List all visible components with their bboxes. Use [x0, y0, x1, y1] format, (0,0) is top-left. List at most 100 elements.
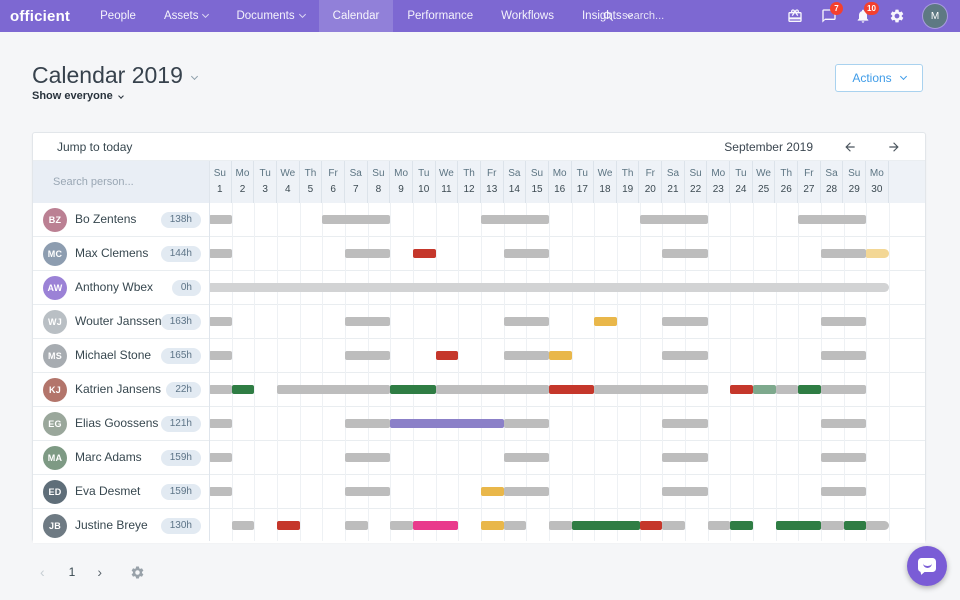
event-bar-gold[interactable]	[481, 521, 504, 530]
user-avatar[interactable]: M	[923, 4, 947, 28]
event-bar-red[interactable]	[413, 249, 436, 258]
event-bar-palegold[interactable]	[866, 249, 889, 258]
global-search[interactable]	[602, 0, 732, 32]
person-row[interactable]: ED Eva Desmet 159h	[33, 475, 925, 509]
event-bar-gray[interactable]	[209, 419, 232, 428]
event-bar-gray[interactable]	[503, 317, 549, 326]
event-bar-gray[interactable]	[662, 317, 708, 326]
event-bar-green[interactable]	[730, 521, 753, 530]
schedule-track[interactable]	[209, 271, 889, 304]
event-bar-lightgray[interactable]	[209, 283, 889, 292]
actions-button[interactable]: Actions	[835, 64, 923, 92]
event-bar-gray[interactable]	[503, 351, 549, 360]
schedule-track[interactable]	[209, 441, 889, 474]
event-bar-gray[interactable]	[345, 317, 391, 326]
event-bar-gray[interactable]	[866, 521, 889, 530]
nav-item-people[interactable]: People	[86, 0, 150, 32]
next-month-button[interactable]	[887, 140, 901, 154]
event-bar-gray[interactable]	[209, 453, 232, 462]
next-page-button[interactable]: ›	[97, 564, 103, 580]
event-bar-red[interactable]	[435, 351, 459, 360]
event-bar-gray[interactable]	[435, 385, 549, 394]
messages-button[interactable]: 7	[821, 2, 843, 24]
event-bar-gray[interactable]	[503, 521, 527, 530]
event-bar-gray[interactable]	[798, 215, 867, 224]
event-bar-gray[interactable]	[209, 317, 232, 326]
event-bar-purple[interactable]	[390, 419, 504, 428]
event-bar-gray[interactable]	[277, 385, 391, 394]
chat-launcher-button[interactable]	[907, 546, 947, 586]
event-bar-gray[interactable]	[345, 453, 391, 462]
person-row[interactable]: MA Marc Adams 159h	[33, 441, 925, 475]
event-bar-gray[interactable]	[503, 453, 549, 462]
event-bar-gray[interactable]	[345, 521, 368, 530]
event-bar-gray[interactable]	[390, 521, 413, 530]
person-row[interactable]: MC Max Clemens 144h	[33, 237, 925, 271]
event-bar-gray[interactable]	[821, 249, 867, 258]
event-bar-gray[interactable]	[662, 351, 708, 360]
prev-month-button[interactable]	[843, 140, 857, 154]
event-bar-red[interactable]	[277, 521, 300, 530]
global-search-input[interactable]	[622, 10, 732, 22]
event-bar-green[interactable]	[843, 521, 867, 530]
event-bar-gray[interactable]	[662, 419, 708, 428]
pagination-settings-button[interactable]	[130, 565, 145, 580]
settings-button[interactable]	[889, 8, 905, 24]
event-bar-gray[interactable]	[209, 249, 232, 258]
event-bar-red[interactable]	[639, 521, 663, 530]
person-search[interactable]	[33, 161, 209, 203]
jump-to-today-link[interactable]: Jump to today	[57, 139, 133, 154]
event-bar-gray[interactable]	[821, 487, 867, 496]
nav-item-performance[interactable]: Performance	[393, 0, 487, 32]
app-logo[interactable]: officient	[10, 7, 71, 25]
event-bar-gray[interactable]	[549, 521, 572, 530]
event-bar-green[interactable]	[798, 385, 821, 394]
person-row[interactable]: MS Michael Stone 165h	[33, 339, 925, 373]
event-bar-gray[interactable]	[231, 521, 255, 530]
person-row[interactable]: WJ Wouter Janssens 163h	[33, 305, 925, 339]
schedule-track[interactable]	[209, 475, 889, 508]
event-bar-gray[interactable]	[345, 487, 391, 496]
event-bar-gray[interactable]	[821, 521, 844, 530]
event-bar-gold[interactable]	[594, 317, 617, 326]
nav-item-workflows[interactable]: Workflows	[487, 0, 568, 32]
schedule-track[interactable]	[209, 237, 889, 270]
nav-item-assets[interactable]: Assets	[150, 0, 223, 32]
event-bar-gray[interactable]	[481, 215, 549, 224]
schedule-track[interactable]	[209, 339, 889, 372]
person-row[interactable]: AW Anthony Wbex 0h	[33, 271, 925, 305]
gift-button[interactable]	[787, 8, 803, 24]
nav-item-documents[interactable]: Documents	[222, 0, 318, 32]
event-bar-gray[interactable]	[322, 215, 391, 224]
page-number[interactable]: 1	[68, 565, 76, 579]
event-bar-red[interactable]	[549, 385, 595, 394]
event-bar-gray[interactable]	[662, 453, 708, 462]
schedule-track[interactable]	[209, 407, 889, 440]
event-bar-gray[interactable]	[821, 419, 867, 428]
person-row[interactable]: KJ Katrien Jansens 22h	[33, 373, 925, 407]
event-bar-green[interactable]	[571, 521, 640, 530]
event-bar-red[interactable]	[730, 385, 753, 394]
event-bar-green[interactable]	[231, 385, 255, 394]
event-bar-gold[interactable]	[481, 487, 504, 496]
event-bar-gold[interactable]	[549, 351, 572, 360]
event-bar-gray[interactable]	[821, 453, 867, 462]
person-row[interactable]: JB Justine Breye 130h	[33, 509, 925, 543]
show-everyone-filter[interactable]: Show everyone	[32, 90, 124, 102]
event-bar-gray[interactable]	[662, 487, 708, 496]
event-bar-gray[interactable]	[821, 385, 867, 394]
event-bar-gray[interactable]	[639, 215, 708, 224]
event-bar-gray[interactable]	[775, 385, 799, 394]
event-bar-green[interactable]	[390, 385, 436, 394]
event-bar-gray[interactable]	[503, 487, 549, 496]
event-bar-gray[interactable]	[345, 249, 391, 258]
schedule-track[interactable]	[209, 373, 889, 406]
event-bar-gray[interactable]	[209, 215, 232, 224]
notifications-button[interactable]: 10	[855, 2, 879, 24]
event-bar-gray[interactable]	[594, 385, 708, 394]
event-bar-gray[interactable]	[345, 419, 391, 428]
person-row[interactable]: EG Elias Goossens 121h	[33, 407, 925, 441]
event-bar-gray[interactable]	[662, 249, 708, 258]
event-bar-gray[interactable]	[662, 521, 685, 530]
event-bar-green[interactable]	[775, 521, 821, 530]
